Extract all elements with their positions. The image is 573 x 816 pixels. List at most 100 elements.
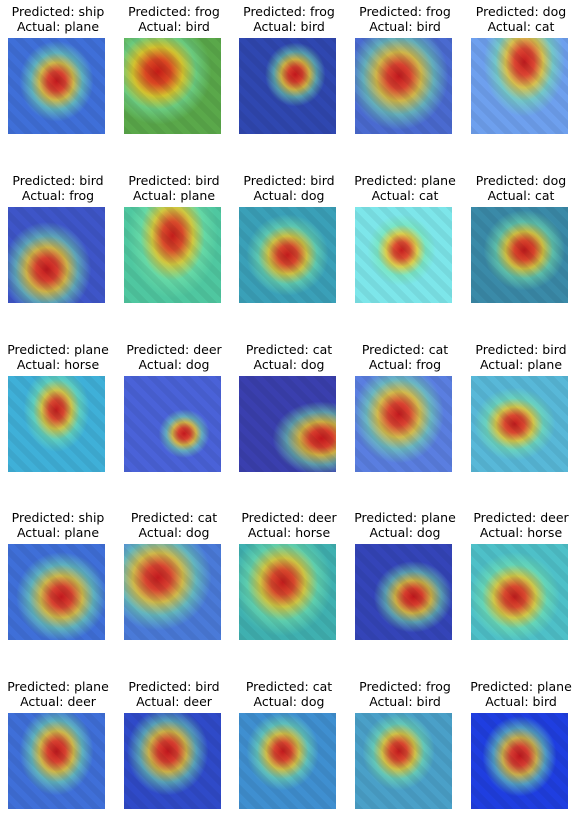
actual-prefix: Actual: [371,188,419,203]
predicted-value: plane [421,173,456,188]
sample-caption: Predicted: plane Actual: bird [463,679,573,709]
actual-prefix: Actual: [138,357,186,372]
predicted-prefix: Predicted: [359,4,426,19]
actual-value: bird [300,19,325,34]
sample-cell: Predicted: plane Actual: horse [0,338,116,478]
image-texture [355,38,452,134]
actual-value: deer [67,694,96,709]
image-texture [355,207,452,303]
sample-caption: Predicted: bird Actual: deer [116,679,232,709]
actual-label: Actual: bird [347,19,463,34]
sample-cell: Predicted: bird Actual: plane [463,338,573,478]
sample-caption: Predicted: bird Actual: frog [0,173,116,203]
actual-prefix: Actual: [369,19,417,34]
heatmap-hotspot [471,544,568,640]
predicted-label: Predicted: dog [463,173,573,188]
predicted-value: cat [197,510,218,525]
heatmap-hotspot [124,207,221,303]
predicted-value: bird [195,173,220,188]
sample-cell: Predicted: deer Actual: horse [231,506,347,646]
actual-label: Actual: horse [463,525,573,540]
sample-caption: Predicted: bird Actual: plane [463,342,573,372]
gradcam-heatmap-image [8,207,105,303]
heatmap-hotspot [8,207,105,303]
predicted-label: Predicted: plane [0,679,116,694]
actual-label: Actual: dog [116,357,232,372]
sample-cell: Predicted: cat Actual: frog [347,338,463,478]
actual-prefix: Actual: [485,694,533,709]
sample-cell: Predicted: dog Actual: cat [463,0,573,140]
gradcam-heatmap-image [355,376,452,472]
predicted-value: plane [74,679,109,694]
actual-prefix: Actual: [487,188,535,203]
sample-cell: Predicted: dog Actual: cat [463,169,573,309]
actual-value: horse [64,357,100,372]
gradcam-heatmap-image [239,38,336,134]
actual-value: dog [185,525,210,540]
actual-label: Actual: dog [116,525,232,540]
sample-caption: Predicted: ship Actual: plane [0,510,116,540]
predicted-label: Predicted: cat [116,510,232,525]
predicted-label: Predicted: bird [0,173,116,188]
actual-label: Actual: dog [231,694,347,709]
gradcam-heatmap-image [355,207,452,303]
actual-value: plane [64,525,100,540]
heatmap-hotspot [124,376,221,472]
predicted-label: Predicted: bird [463,342,573,357]
predicted-value: deer [308,510,337,525]
actual-value: frog [69,188,95,203]
sample-cell: Predicted: deer Actual: horse [463,506,573,646]
image-texture [355,376,452,472]
image-texture [124,207,221,303]
sample-caption: Predicted: frog Actual: bird [231,4,347,34]
actual-value: dog [300,188,325,203]
image-texture [124,38,221,134]
sample-cell: Predicted: plane Actual: bird [463,675,573,815]
predicted-prefix: Predicted: [128,4,195,19]
predicted-label: Predicted: plane [0,342,116,357]
gradcam-heatmap-image [355,713,452,809]
predicted-prefix: Predicted: [245,342,313,357]
actual-prefix: Actual: [138,19,186,34]
gradcam-heatmap-image [124,544,221,640]
heatmap-hotspot [239,207,336,303]
predicted-label: Predicted: cat [231,342,347,357]
predicted-label: Predicted: frog [347,679,463,694]
heatmap-hotspot [8,38,105,134]
gradcam-heatmap-image [8,376,105,472]
actual-value: bird [416,19,441,34]
actual-prefix: Actual: [479,357,528,372]
actual-prefix: Actual: [368,357,417,372]
image-texture [8,544,105,640]
actual-label: Actual: deer [0,694,116,709]
predicted-prefix: Predicted: [12,173,80,188]
heatmap-hotspot [8,544,105,640]
heatmap-hotspot [124,544,221,640]
actual-label: Actual: frog [0,188,116,203]
heatmap-hotspot [355,376,452,472]
gradcam-heatmap-image [239,207,336,303]
sample-caption: Predicted: plane Actual: horse [0,342,116,372]
predicted-prefix: Predicted: [245,679,313,694]
actual-value: dog [416,525,441,540]
image-texture [471,38,568,134]
predicted-prefix: Predicted: [354,173,422,188]
sample-caption: Predicted: ship Actual: plane [0,4,116,34]
actual-prefix: Actual: [253,19,301,34]
actual-value: horse [527,525,563,540]
gradcam-heatmap-image [471,713,568,809]
gradcam-heatmap-image [8,544,105,640]
actual-prefix: Actual: [16,525,65,540]
heatmap-hotspot [124,713,221,809]
predicted-prefix: Predicted: [11,510,79,525]
sample-cell: Predicted: ship Actual: plane [0,0,116,140]
actual-prefix: Actual: [20,694,68,709]
predicted-value: dog [542,4,567,19]
image-texture [471,713,568,809]
predicted-prefix: Predicted: [11,4,79,19]
sample-cell: Predicted: frog Actual: bird [116,0,232,140]
heatmap-hotspot [471,376,568,472]
predicted-prefix: Predicted: [126,342,194,357]
sample-caption: Predicted: deer Actual: dog [116,342,232,372]
image-texture [239,713,336,809]
